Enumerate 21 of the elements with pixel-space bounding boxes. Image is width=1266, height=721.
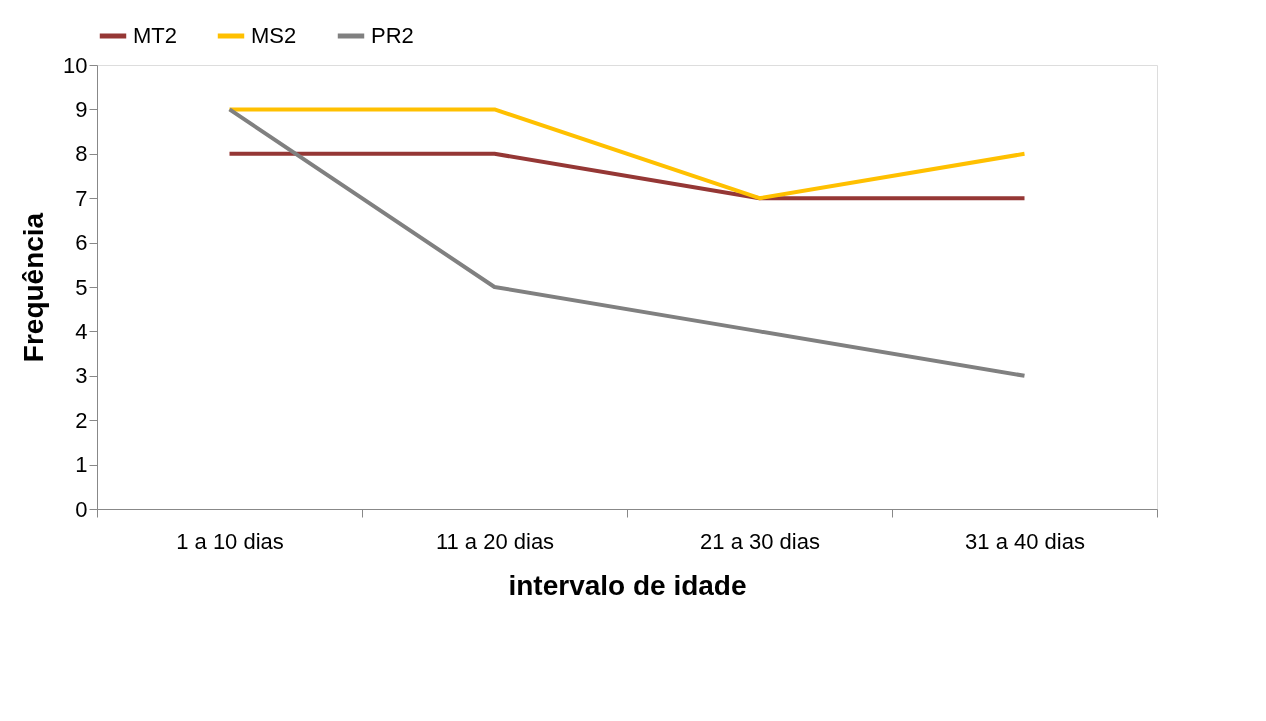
line-series xyxy=(227,107,1027,378)
y-tick-label: 9 xyxy=(75,96,88,122)
legend-label: MT2 xyxy=(133,23,177,48)
y-tick-label: 2 xyxy=(75,407,88,433)
y-tick-label: 7 xyxy=(75,185,88,211)
y-tick-label: 5 xyxy=(75,274,88,300)
y-tick-label: 10 xyxy=(63,52,88,78)
y-tick-label: 1 xyxy=(75,452,88,478)
x-tick-label: 1 a 10 dias xyxy=(176,528,284,554)
y-tick-label: 8 xyxy=(75,141,88,167)
y-axis-title: Frequência xyxy=(18,212,50,363)
y-tick-label: 0 xyxy=(75,496,88,522)
legend-label: PR2 xyxy=(371,23,414,48)
x-axis-title: intervalo de idade xyxy=(508,569,747,601)
x-tick-label: 31 a 40 dias xyxy=(965,528,1085,554)
x-tick-label: 21 a 30 dias xyxy=(700,528,820,554)
y-tick-label: 3 xyxy=(75,363,88,389)
legend-label: MS2 xyxy=(251,23,297,48)
y-tick-label: 4 xyxy=(75,318,88,344)
x-tick-label: 11 a 20 dias xyxy=(435,528,555,554)
y-tick-label: 6 xyxy=(75,230,88,256)
